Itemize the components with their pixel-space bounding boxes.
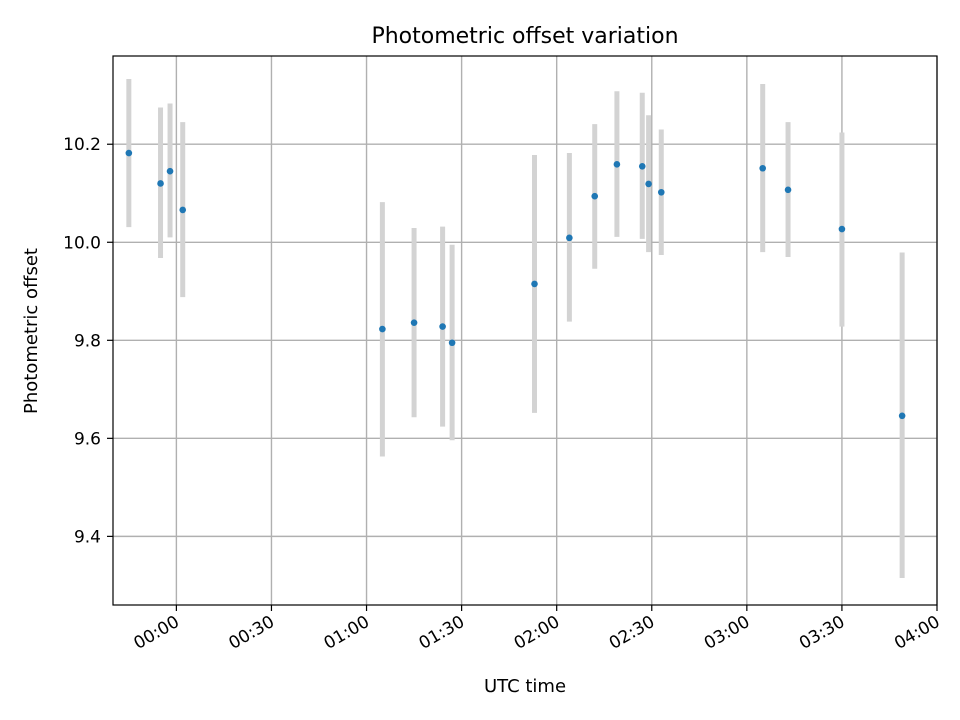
grid-lines <box>113 56 938 605</box>
data-point <box>657 188 665 196</box>
data-point <box>439 323 446 330</box>
y-axis-label: Photometric offset <box>21 248 42 414</box>
x-axis-label: UTC time <box>484 676 566 697</box>
y-tick-label: 10.0 <box>63 233 101 253</box>
data-point <box>410 319 418 326</box>
data-point <box>379 325 386 333</box>
y-tick-label: 9.4 <box>74 527 101 547</box>
data-point <box>638 162 646 170</box>
data-point <box>613 161 621 168</box>
data-point <box>566 234 573 242</box>
data-point <box>157 180 164 187</box>
data-point <box>591 192 599 200</box>
chart-title: Photometric offset variation <box>371 24 678 49</box>
data-point <box>179 206 187 214</box>
y-tick-label: 10.2 <box>63 135 101 155</box>
data-point <box>166 167 174 175</box>
data-point <box>838 225 846 233</box>
plot-frame <box>112 55 938 606</box>
data-point <box>759 164 766 172</box>
data-point <box>448 339 456 347</box>
data-point <box>645 180 652 188</box>
data-point <box>784 186 792 194</box>
y-tick-label: 9.8 <box>74 331 101 351</box>
data-point <box>125 149 133 157</box>
data-points <box>125 149 906 420</box>
data-point <box>898 412 906 420</box>
data-point <box>531 280 538 288</box>
y-tick-label: 9.6 <box>74 429 101 449</box>
